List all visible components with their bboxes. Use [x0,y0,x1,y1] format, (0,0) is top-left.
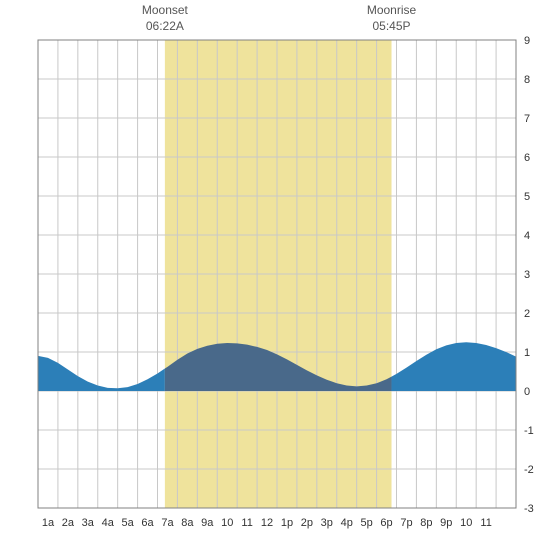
x-axis-label: 9a [201,517,214,529]
x-axis-label: 2p [301,517,313,529]
x-axis-label: 8p [420,517,432,529]
y-axis-label: 1 [524,347,530,359]
x-axis-label: 1p [281,517,293,529]
tide-moon-chart: -3-2-101234567891a2a3a4a5a6a7a8a9a101112… [0,0,550,550]
x-axis-label: 7a [161,517,174,529]
x-axis-label: 3p [321,517,333,529]
y-axis-label: -3 [524,503,534,515]
x-axis-label: 12 [261,517,273,529]
y-axis-label: -2 [524,464,534,476]
y-axis-label: 2 [524,308,530,320]
moonrise-time: 05:45P [372,19,410,33]
moonrise-title: Moonrise [367,3,417,17]
y-axis-label: 9 [524,35,530,47]
y-axis-label: 5 [524,191,530,203]
x-axis-label: 10 [460,517,472,529]
x-axis-label: 11 [241,517,252,529]
x-axis-label: 5a [122,517,135,529]
y-axis-label: 0 [524,386,530,398]
x-axis-label: 6p [380,517,392,529]
x-axis-label: 2a [62,517,75,529]
x-axis-label: 3a [82,517,95,529]
x-axis-label: 6a [141,517,154,529]
tide-area [392,342,516,391]
y-axis-label: -1 [524,425,534,437]
x-axis-label: 11 [480,517,491,529]
y-axis-label: 8 [524,74,530,86]
x-axis-label: 4a [102,517,115,529]
moonset-title: Moonset [142,3,189,17]
y-axis-label: 3 [524,269,530,281]
x-axis-label: 7p [400,517,412,529]
x-axis-label: 10 [221,517,233,529]
x-axis-label: 5p [361,517,373,529]
moonset-time: 06:22A [146,19,184,33]
x-axis-label: 4p [341,517,353,529]
y-axis-label: 6 [524,152,530,164]
tide-area [38,356,165,391]
x-axis-label: 1a [42,517,55,529]
x-axis-label: 9p [440,517,452,529]
y-axis-label: 4 [524,230,530,242]
chart-svg: -3-2-101234567891a2a3a4a5a6a7a8a9a101112… [0,0,550,550]
x-axis-label: 8a [181,517,194,529]
y-axis-label: 7 [524,113,530,125]
